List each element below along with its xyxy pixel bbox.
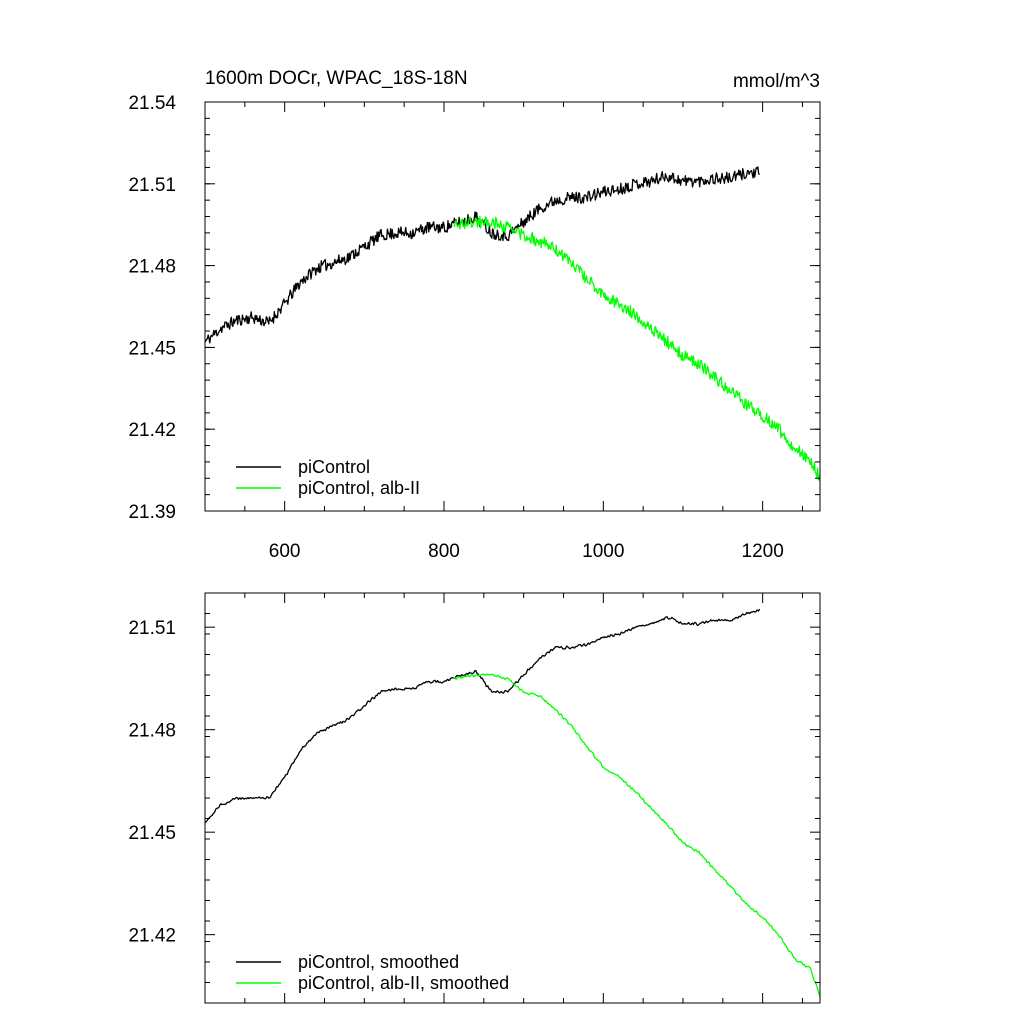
y-tick-label: 21.51 (128, 175, 176, 196)
legend-label: piControl, alb-II, smoothed (298, 973, 509, 993)
chart2-plot: 21.42 21.45 21.48 21.51 piControl, smoothedp… (128, 592, 821, 1004)
chart1-title: 1600m DOCr, WPAC_18S-18N (205, 68, 468, 89)
plot-frame (204, 592, 821, 1004)
y-tick-label: 21.54 (128, 93, 176, 114)
y-tick-label: 21.45 (128, 823, 176, 844)
y-tick-label: 21.39 (128, 502, 176, 523)
x-tick-label: 1200 (742, 541, 784, 562)
chart1-units: mmol/m^3 (733, 71, 820, 92)
legend-label: piControl, alb-II (298, 478, 420, 498)
series-line-black (204, 608, 761, 824)
series-line-green (453, 673, 821, 997)
legend-label: piControl (298, 457, 370, 477)
x-tick-label: 1000 (582, 541, 624, 562)
legend-label: piControl, smoothed (298, 952, 459, 972)
x-tick-label: 800 (428, 541, 460, 562)
series-line-black (204, 166, 760, 344)
y-tick-label: 21.48 (128, 257, 176, 278)
chart1-plot: 600 800 1000 1200 21.39 21.42 21.45 21.48 21.51 2… (128, 93, 821, 562)
series-line-green (453, 215, 821, 481)
y-tick-label: 21.48 (128, 721, 176, 742)
y-tick-label: 21.51 (128, 618, 176, 639)
y-tick-label: 21.42 (128, 420, 176, 441)
plot-frame (204, 101, 821, 512)
y-tick-label: 21.42 (128, 926, 176, 947)
x-tick-label: 600 (269, 541, 301, 562)
y-tick-label: 21.45 (128, 338, 176, 359)
